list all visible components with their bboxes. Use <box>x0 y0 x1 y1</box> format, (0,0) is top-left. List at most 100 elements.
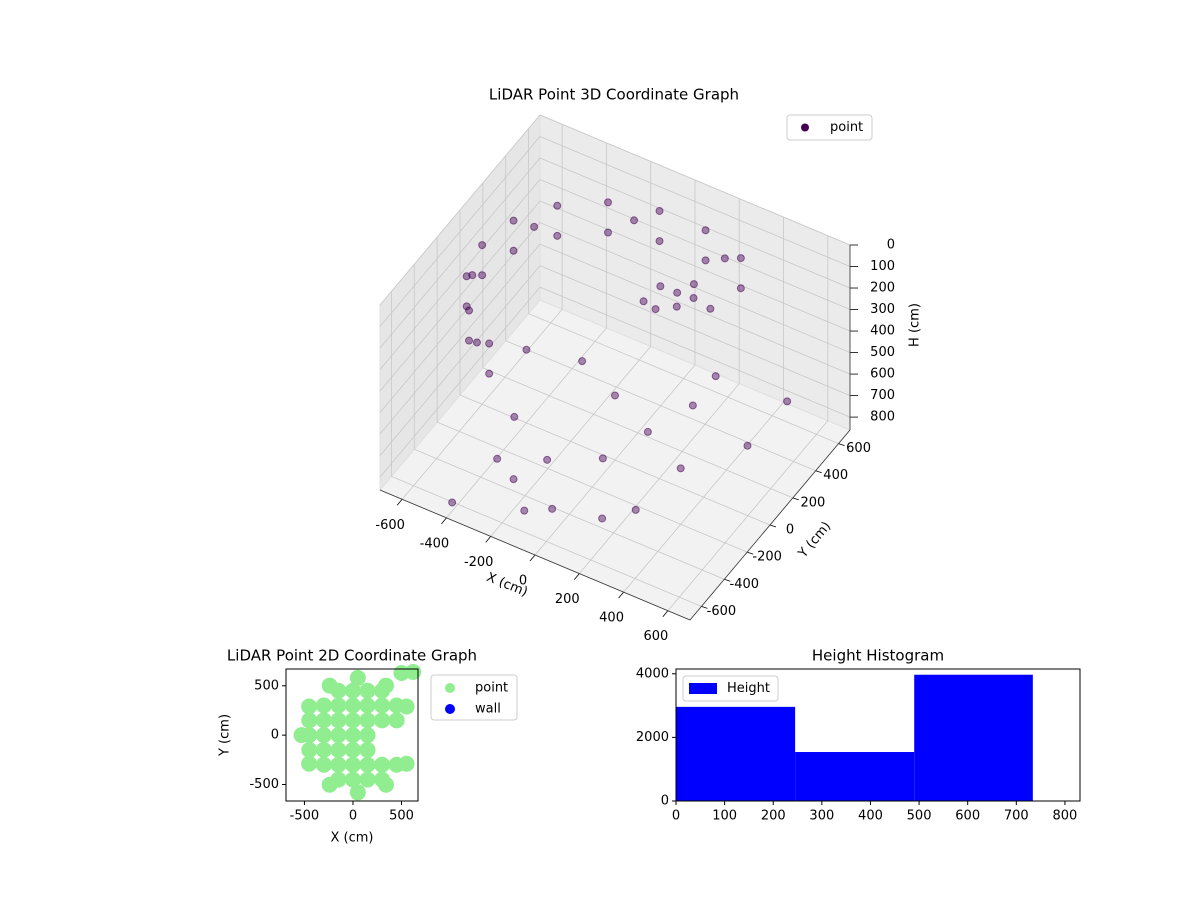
z-tick-label: 100 <box>870 259 895 274</box>
point <box>344 712 361 729</box>
point <box>736 254 745 263</box>
chart-title: Height Histogram <box>812 647 944 665</box>
y-tick-label: 0 <box>661 794 669 809</box>
point <box>374 697 391 714</box>
point <box>493 454 502 463</box>
point <box>485 369 494 378</box>
grid-line <box>539 157 851 289</box>
point <box>655 206 664 215</box>
point <box>301 741 318 758</box>
y-tick <box>769 524 777 528</box>
legend-marker <box>801 123 809 132</box>
grid-line <box>379 157 541 349</box>
y-tick-label: 0 <box>786 523 794 538</box>
grid-line <box>379 136 541 327</box>
grid-line <box>539 179 851 310</box>
point <box>631 505 640 514</box>
point <box>398 698 415 715</box>
y-tick-label: -500 <box>249 777 279 792</box>
chart-title: LiDAR Point 2D Coordinate Graph <box>227 647 477 665</box>
point <box>611 391 619 400</box>
point <box>359 756 376 773</box>
x-tick <box>396 499 403 506</box>
point <box>448 498 457 507</box>
x-tick-label: 600 <box>643 629 668 644</box>
x-tick-label: 300 <box>809 809 834 824</box>
point <box>344 697 361 714</box>
z-tick-label: 800 <box>870 410 895 425</box>
x-axis-label: X (cm) <box>331 831 374 846</box>
point <box>330 712 347 729</box>
x-tick-label: 100 <box>712 809 737 824</box>
x-tick <box>441 517 447 525</box>
point <box>639 297 648 306</box>
point <box>509 475 518 484</box>
x-tick-label: -500 <box>290 809 320 824</box>
legend-marker <box>445 683 455 693</box>
grid-line <box>379 286 541 478</box>
point <box>374 756 391 773</box>
y-tick <box>838 443 845 446</box>
legend-label: point <box>475 681 508 696</box>
point <box>689 280 698 289</box>
point <box>462 302 471 311</box>
grid-line <box>539 114 851 246</box>
point <box>604 228 612 237</box>
legend-swatch <box>689 683 717 694</box>
point <box>478 241 487 250</box>
point <box>598 454 607 463</box>
z-tick-label: 700 <box>870 388 895 403</box>
point <box>321 776 338 793</box>
point <box>604 198 612 207</box>
point <box>643 427 652 436</box>
grid-line <box>379 243 541 435</box>
point <box>465 336 474 345</box>
point <box>388 712 405 729</box>
y-tick-label: 0 <box>271 728 279 743</box>
grid-line <box>379 114 541 306</box>
grid-line <box>414 448 725 580</box>
bar <box>795 752 915 801</box>
y-tick-label: -200 <box>752 550 782 565</box>
z-tick-label: 200 <box>870 281 895 296</box>
point <box>315 756 332 773</box>
x-tick-label: 600 <box>955 809 980 824</box>
point <box>377 677 394 694</box>
point <box>688 401 697 410</box>
legend-label: Height <box>727 681 770 696</box>
x-tick-label: 500 <box>907 809 932 824</box>
point <box>315 741 332 758</box>
point <box>655 237 664 246</box>
point <box>673 288 682 297</box>
x-tick-label: 700 <box>1004 809 1029 824</box>
point <box>359 727 376 744</box>
point <box>359 741 376 758</box>
legend-box <box>786 114 873 141</box>
point <box>509 216 518 225</box>
point <box>315 712 332 729</box>
point <box>689 294 698 303</box>
point <box>349 669 366 686</box>
point <box>553 231 562 240</box>
z-tick-label: 0 <box>887 238 895 253</box>
point <box>359 697 376 714</box>
grid-line <box>379 200 541 392</box>
point <box>543 455 552 464</box>
point <box>783 397 792 406</box>
x-tick-label: 400 <box>599 611 624 626</box>
point <box>321 677 338 694</box>
x-tick-label: 400 <box>858 809 883 824</box>
y-tick <box>815 470 822 474</box>
point <box>522 345 531 354</box>
legend-label: wall <box>475 702 501 717</box>
z-tick-label: 300 <box>870 302 895 317</box>
y-tick-label: 600 <box>846 441 871 456</box>
point <box>672 302 681 311</box>
y-tick-label: -400 <box>730 577 760 592</box>
point <box>344 682 361 699</box>
point <box>720 254 729 263</box>
grid-line <box>539 136 851 267</box>
point <box>359 712 376 729</box>
